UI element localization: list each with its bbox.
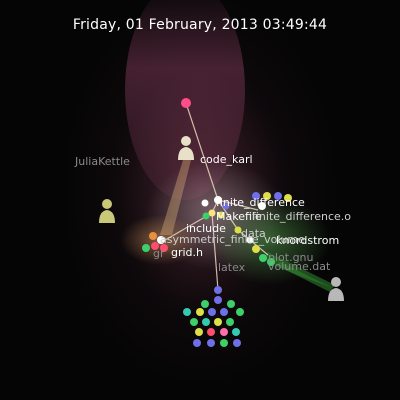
file-node[interactable] [252, 192, 260, 200]
file-label-plot-gnu: plot.gnu [268, 251, 314, 264]
file-node[interactable] [233, 339, 241, 347]
user-avatar-code-karl[interactable] [178, 136, 194, 160]
file-node[interactable] [214, 318, 222, 326]
glow-green-right [210, 195, 330, 285]
file-label-grid-h: grid.h [171, 246, 204, 259]
file-node[interactable] [202, 318, 210, 326]
file-label-finite-difference: finite_difference [216, 196, 305, 209]
file-node[interactable] [160, 244, 168, 252]
file-node[interactable] [220, 328, 228, 336]
beam-code-karl [160, 160, 191, 235]
user-avatar-knordstrom[interactable] [328, 277, 344, 301]
file-node[interactable] [274, 192, 282, 200]
file-node[interactable] [207, 339, 215, 347]
dir-label-asymmetric: asymmetric_finite_volume [160, 233, 305, 246]
file-node[interactable] [201, 199, 209, 207]
file-node[interactable] [157, 236, 165, 244]
file-node[interactable] [259, 254, 267, 262]
date-display: Friday, 01 February, 2013 03:49:44 [72, 17, 328, 33]
beam-knordstrom [262, 252, 335, 292]
file-node[interactable] [151, 242, 159, 250]
root-node[interactable] [181, 98, 191, 108]
file-cluster-bottom [183, 286, 244, 347]
dir-label-include: include [186, 222, 226, 235]
file-node[interactable] [142, 244, 150, 252]
beam-knordstrom-2 [275, 262, 333, 288]
file-cluster-right [246, 236, 275, 266]
user-label-julia-kettle: JuliaKettle [75, 155, 130, 168]
tree-edges [159, 102, 269, 291]
file-node[interactable] [202, 212, 210, 220]
file-node[interactable] [193, 339, 201, 347]
file-node[interactable] [263, 192, 271, 200]
file-node[interactable] [214, 286, 222, 294]
user-label-code-karl: code_karl [200, 153, 253, 166]
user-avatar-julia-kettle[interactable] [99, 199, 115, 223]
file-node[interactable] [196, 308, 204, 316]
dir-node-data[interactable] [234, 226, 242, 234]
file-node[interactable] [220, 339, 228, 347]
file-node[interactable] [226, 318, 234, 326]
file-node[interactable] [284, 194, 292, 202]
file-node[interactable] [190, 318, 198, 326]
file-node[interactable] [236, 308, 244, 316]
file-node[interactable] [232, 328, 240, 336]
file-node[interactable] [258, 202, 266, 210]
file-cluster-center [201, 199, 230, 220]
file-node[interactable] [246, 236, 254, 244]
dir-node-sub[interactable] [208, 209, 216, 217]
file-label-grid-prefix: gr [153, 247, 165, 260]
file-node[interactable] [195, 328, 203, 336]
file-node[interactable] [222, 202, 230, 210]
file-label-makefile: Makefile [216, 210, 262, 223]
file-node[interactable] [208, 308, 216, 316]
file-node[interactable] [207, 328, 215, 336]
file-node[interactable] [227, 300, 235, 308]
dir-node-main[interactable] [214, 196, 222, 204]
file-cluster-top-right [252, 192, 292, 210]
file-node[interactable] [267, 258, 275, 266]
user-label-knordstrom: knordstrom [276, 234, 340, 247]
file-node[interactable] [214, 296, 222, 304]
file-node[interactable] [252, 245, 260, 253]
file-node[interactable] [183, 308, 191, 316]
file-label-finite-difference-o: finite_difference.o [252, 210, 351, 223]
file-node[interactable] [217, 211, 225, 219]
file-node[interactable] [149, 232, 157, 240]
dir-label-latex: latex [218, 261, 246, 274]
file-cluster-left [142, 232, 168, 252]
file-node[interactable] [220, 308, 228, 316]
file-label-volume-dat: volume.dat [268, 260, 331, 273]
file-node[interactable] [201, 300, 209, 308]
dir-label-data: data [241, 227, 266, 240]
